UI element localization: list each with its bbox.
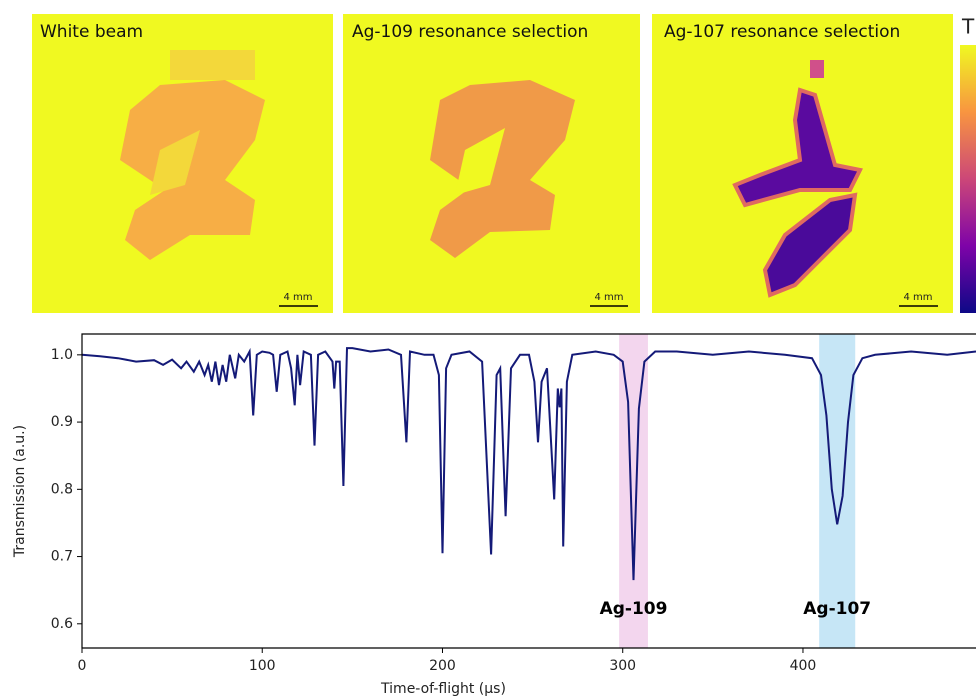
scale-bar-label: 4 mm: [283, 292, 312, 303]
highlight-span: [619, 334, 648, 648]
annotation: Ag-107: [803, 599, 871, 619]
panel-title: Ag-107 resonance selection: [664, 22, 900, 42]
scale-bar-label: 4 mm: [903, 292, 932, 303]
image-panel: White beam 4 mm: [32, 14, 333, 313]
y-tick-label: 0.7: [51, 549, 73, 565]
x-tick-label: 300: [609, 658, 636, 674]
line-chart: 1.0 0.9 0.8 0.7 0.6 0 100 200 300 400 Ag-109 Ag-107…: [12, 333, 976, 697]
annotation: Ag-109: [600, 599, 668, 619]
image-panel: Ag-107 resonance selection 4 mm: [652, 14, 953, 313]
x-axis-label: Time-of-flight (μs): [380, 681, 506, 697]
x-tick-label: 0: [78, 658, 87, 674]
colorbar-label: T: [961, 15, 975, 39]
x-tick-label: 200: [429, 658, 456, 674]
y-tick-label: 1.0: [51, 347, 73, 363]
scale-bar-label: 4 mm: [594, 292, 623, 303]
y-tick-label: 0.9: [51, 414, 73, 430]
x-tick-label: 400: [790, 658, 817, 674]
y-axis-label: Transmission (a.u.): [12, 425, 28, 558]
colorbar: [960, 45, 976, 313]
y-tick-label: 0.6: [51, 616, 73, 632]
axis-frame: [81, 333, 976, 649]
image-panel: Ag-109 resonance selection 4 mm: [343, 14, 640, 313]
y-tick-label: 0.8: [51, 481, 73, 497]
panel-title: White beam: [40, 22, 143, 42]
x-tick-label: 100: [249, 658, 276, 674]
panel-title: Ag-109 resonance selection: [352, 22, 588, 42]
highlight-span: [819, 334, 856, 648]
data-line: [81, 347, 976, 581]
